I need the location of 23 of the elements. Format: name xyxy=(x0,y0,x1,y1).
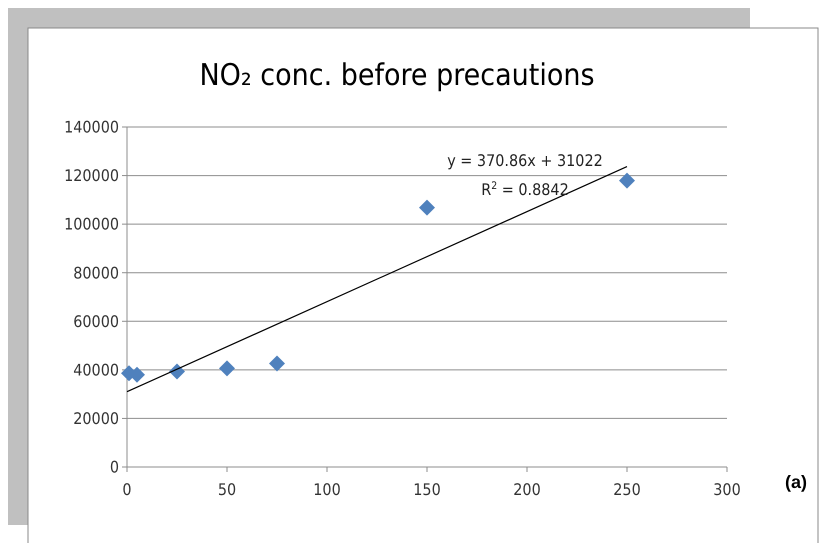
point xyxy=(269,356,285,372)
y-tick-label: 120000 xyxy=(64,166,119,186)
y-tick-label: 20000 xyxy=(73,409,119,428)
x-tick-label: 100 xyxy=(313,480,341,499)
y-tick-label: 80000 xyxy=(73,263,119,282)
y-tick-label: 140000 xyxy=(64,118,119,137)
annotation: R$^{2}$ = 0.8842 xyxy=(481,180,569,199)
point xyxy=(419,200,435,216)
point xyxy=(619,172,635,189)
y-tick-label: 100000 xyxy=(64,214,119,234)
text: (a) xyxy=(785,472,808,492)
x-tick-label: 150 xyxy=(413,480,441,499)
x-tick-label: 300 xyxy=(713,480,741,499)
chart-title: NO₂ conc. before precautions xyxy=(199,58,595,93)
point xyxy=(219,360,235,376)
x-tick-label: 50 xyxy=(218,480,236,499)
x-tick-label: 200 xyxy=(513,480,541,499)
y-tick-label: 60000 xyxy=(73,312,119,331)
annotation: y = 370.86x + 31022 xyxy=(447,151,603,170)
y-tick-label: 40000 xyxy=(73,360,119,380)
y-tick-label: 0 xyxy=(110,458,119,477)
x-tick-label: 250 xyxy=(613,480,641,499)
x-tick-label: 0 xyxy=(122,480,132,499)
